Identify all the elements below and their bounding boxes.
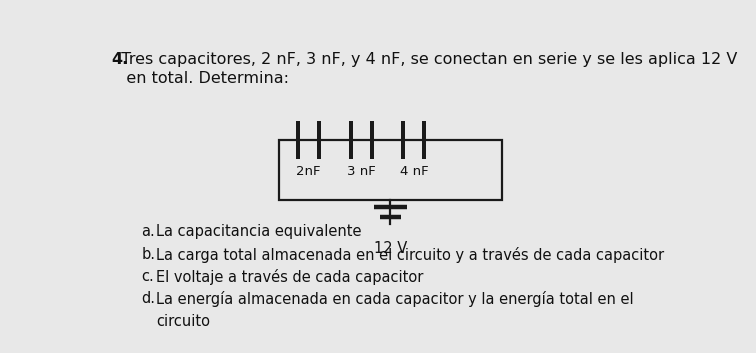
Text: d.: d. [141, 291, 156, 306]
Text: Tres capacitores, 2 nF, 3 nF, y 4 nF, se conectan en serie y se les aplica 12 V: Tres capacitores, 2 nF, 3 nF, y 4 nF, se… [111, 52, 737, 67]
Text: El voltaje a través de cada capacitor: El voltaje a través de cada capacitor [156, 269, 423, 285]
Text: La capacitancia equivalente: La capacitancia equivalente [156, 225, 361, 239]
Text: a.: a. [141, 225, 155, 239]
Text: La carga total almacenada en el circuito y a través de cada capacitor: La carga total almacenada en el circuito… [156, 247, 664, 263]
Text: b.: b. [141, 247, 156, 262]
Text: 3 nF: 3 nF [347, 164, 376, 178]
Text: 12 V: 12 V [373, 241, 407, 256]
Bar [279, 140, 502, 200]
Text: 2nF: 2nF [296, 164, 321, 178]
Text: La energía almacenada en cada capacitor y la energía total en el: La energía almacenada en cada capacitor … [156, 291, 634, 307]
Text: circuito: circuito [156, 313, 210, 329]
Text: c.: c. [141, 269, 154, 284]
Text: 4.: 4. [111, 52, 129, 67]
Text: en total. Determina:: en total. Determina: [111, 71, 289, 86]
Text: 4 nF: 4 nF [399, 164, 428, 178]
